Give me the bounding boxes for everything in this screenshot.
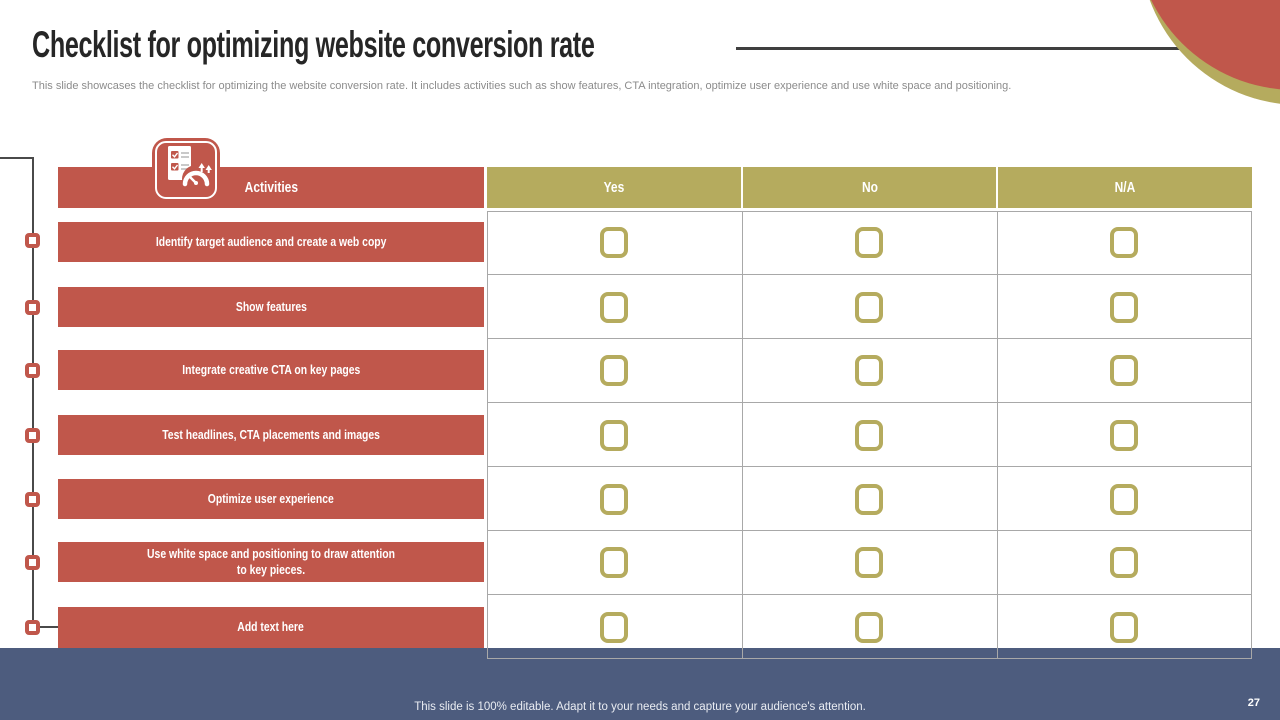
footer-note: This slide is 100% editable. Adapt it to… [414, 701, 866, 713]
yes-column-header[interactable]: Yes [487, 167, 741, 208]
grid-line [487, 211, 488, 658]
checkbox-yes-row-7[interactable] [600, 612, 628, 643]
checkbox-no-row-6[interactable] [855, 547, 883, 578]
grid-line [742, 211, 743, 658]
connector-node [25, 492, 40, 507]
checkbox-na-row-6[interactable] [1110, 547, 1138, 578]
grid-line [487, 338, 1252, 339]
grid-line [487, 530, 1252, 531]
activity-row-label[interactable]: Add text here [58, 607, 484, 648]
grid-line [487, 658, 1252, 659]
checkbox-no-row-5[interactable] [855, 484, 883, 515]
checkbox-yes-row-4[interactable] [600, 420, 628, 451]
activities-header-label: Activities [244, 179, 298, 196]
activity-row-label[interactable]: Show features [58, 287, 484, 327]
checkbox-na-row-1[interactable] [1110, 227, 1138, 258]
checkbox-na-row-3[interactable] [1110, 355, 1138, 386]
checkbox-no-row-3[interactable] [855, 355, 883, 386]
grid-line [487, 402, 1252, 403]
checkbox-yes-row-3[interactable] [600, 355, 628, 386]
checkbox-na-row-5[interactable] [1110, 484, 1138, 515]
checklist-gauge-icon [152, 138, 220, 202]
page-title: Checklist for optimizing website convers… [32, 24, 595, 65]
checkbox-no-row-2[interactable] [855, 292, 883, 323]
grid-line [487, 466, 1252, 467]
page-number: 27 [1247, 697, 1260, 709]
footer-bar [0, 648, 1280, 720]
connector-line-vertical [32, 157, 34, 629]
connector-node [25, 363, 40, 378]
checkbox-yes-row-5[interactable] [600, 484, 628, 515]
na-column-header[interactable]: N/A [998, 167, 1252, 208]
connector-node [25, 233, 40, 248]
checkbox-na-row-4[interactable] [1110, 420, 1138, 451]
yes-header-label: Yes [603, 179, 625, 196]
connector-line-bottom [33, 626, 58, 628]
activity-row-label[interactable]: Test headlines, CTA placements and image… [58, 415, 484, 455]
checkbox-no-row-1[interactable] [855, 227, 883, 258]
grid-line [487, 594, 1252, 595]
checkbox-na-row-2[interactable] [1110, 292, 1138, 323]
connector-node [25, 620, 40, 635]
checkbox-yes-row-6[interactable] [600, 547, 628, 578]
checkbox-yes-row-2[interactable] [600, 292, 628, 323]
activity-row-label[interactable]: Identify target audience and create a we… [58, 222, 484, 262]
no-column-header[interactable]: No [743, 167, 996, 208]
no-header-label: No [861, 179, 878, 196]
na-header-label: N/A [1114, 179, 1136, 196]
activity-row-label[interactable]: Integrate creative CTA on key pages [58, 350, 484, 390]
icon-inner-border [155, 141, 217, 199]
checkbox-yes-row-1[interactable] [600, 227, 628, 258]
title-underline [736, 47, 1184, 50]
activities-column-header[interactable]: Activities [58, 167, 484, 208]
grid-line [487, 274, 1252, 275]
checkbox-no-row-7[interactable] [855, 612, 883, 643]
slide-description: This slide showcases the checklist for o… [32, 80, 1012, 92]
connector-node [25, 428, 40, 443]
grid-line [487, 211, 1252, 212]
activity-row-label[interactable]: Optimize user experience [58, 479, 484, 519]
connector-node [25, 555, 40, 570]
connector-line-top [0, 157, 33, 159]
grid-line [1251, 211, 1252, 658]
activity-row-label[interactable]: Use white space and positioning to draw … [58, 542, 484, 582]
checklist-gauge-glyph [168, 146, 212, 193]
checkbox-na-row-7[interactable] [1110, 612, 1138, 643]
checkbox-no-row-4[interactable] [855, 420, 883, 451]
grid-line [997, 211, 998, 658]
connector-node [25, 300, 40, 315]
